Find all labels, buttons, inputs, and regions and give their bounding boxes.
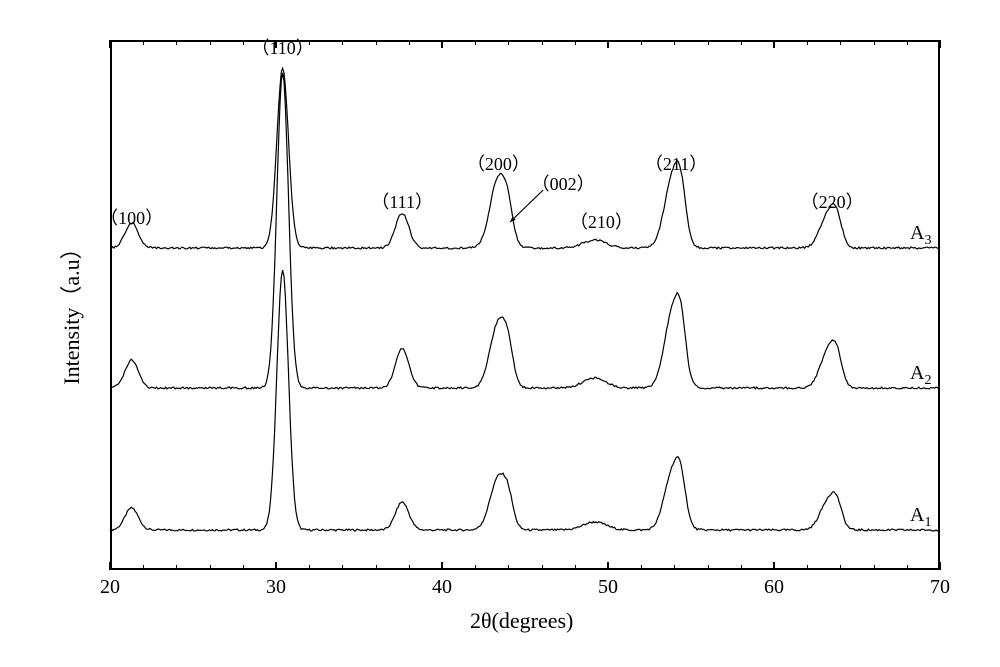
miller-index-label: （210） <box>570 208 633 234</box>
miller-index-label: （211） <box>645 150 707 176</box>
annotation-arrow <box>20 20 980 647</box>
xrd-chart: Intensity（a.u） 2θ(degrees) 203040506070 … <box>20 20 980 647</box>
series-label-A3: A3 <box>910 222 931 249</box>
series-label-A2: A2 <box>910 362 931 389</box>
miller-index-label: （220） <box>801 188 864 214</box>
series-label-A1: A1 <box>910 504 931 531</box>
